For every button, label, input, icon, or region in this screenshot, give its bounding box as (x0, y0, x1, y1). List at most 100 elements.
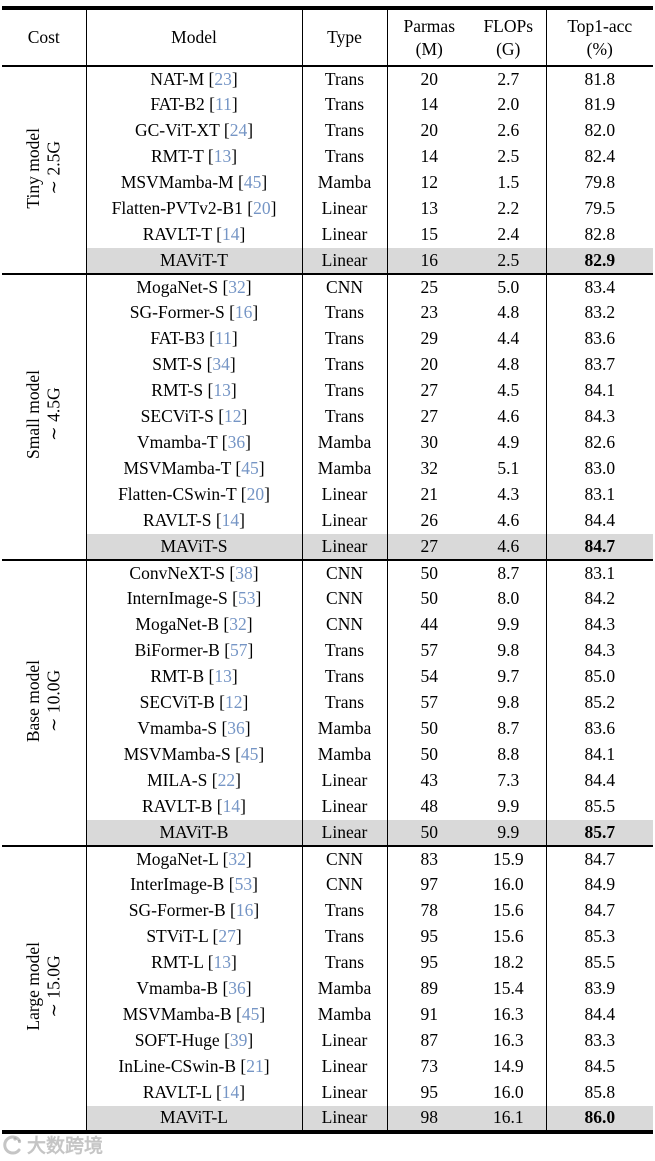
citation-link[interactable]: 11 (214, 94, 232, 115)
citation-link[interactable]: 32 (229, 614, 247, 635)
model-name: Flatten-PVTv2-B1 (111, 198, 243, 219)
params-cell: 95 (420, 952, 439, 973)
model-type-cell: Linear (302, 1028, 388, 1054)
table-row: RAVLT-T [14] Linear 15 2.4 82.8 (2, 222, 653, 248)
model-name: SOFT-Huge (134, 1030, 220, 1051)
top1-acc-cell: 83.1 (545, 482, 653, 508)
citation-link[interactable]: 38 (235, 562, 253, 583)
citation-link[interactable]: 20 (246, 484, 265, 505)
model-name-cell: InternImage-S [53] (86, 586, 303, 612)
model-type-cell: Trans (302, 378, 388, 404)
params-cell: 26 (420, 510, 439, 531)
params-cell: 91 (420, 1004, 439, 1025)
model-name-cell: MSVMamba-B [45] (86, 1002, 303, 1028)
model-name-cell: RAVLT-B [14] (86, 794, 303, 820)
citation-link[interactable]: 53 (234, 874, 253, 895)
table-row: MAViT-B Linear 50 9.9 85.7 (2, 820, 653, 846)
model-name-cell: MAViT-T (86, 248, 303, 274)
citation-link[interactable]: 45 (241, 458, 259, 479)
table-row: Tiny model ∼ 2.5G NAT-M [23] Trans 20 2.7 81.8 (2, 66, 653, 274)
citation-link[interactable]: 11 (214, 328, 232, 349)
model-name-cell: SECViT-B [12] (86, 690, 303, 716)
citation-link[interactable]: 22 (217, 770, 236, 791)
model-type-cell: CNN (302, 586, 388, 612)
citation-link[interactable]: 57 (230, 640, 248, 661)
cost-group-label-text: Large model ∼ 15.0G (23, 942, 64, 1031)
params-cell: 73 (420, 1056, 439, 1077)
citation-link[interactable]: 39 (229, 1030, 248, 1051)
params-cell: 29 (420, 328, 439, 349)
citation-link[interactable]: 32 (228, 848, 246, 869)
model-name-cell: Flatten-CSwin-T [20] (86, 482, 303, 508)
citation-link[interactable]: 13 (213, 380, 231, 401)
citation-link[interactable]: 45 (240, 744, 259, 765)
citation-link[interactable]: 12 (225, 692, 243, 713)
citation-link[interactable]: 12 (224, 406, 242, 427)
col-header-cost: Cost (2, 8, 87, 67)
flops-cell: 4.6 (497, 510, 520, 531)
model-name: MogaNet-L (136, 848, 219, 869)
model-name-cell: RMT-T [13] (86, 144, 303, 170)
citation-link[interactable]: 20 (253, 198, 271, 219)
model-name: Vmamba-T (137, 432, 218, 453)
flops-cell: 16.3 (492, 1030, 524, 1051)
citation-link[interactable]: 23 (214, 68, 232, 89)
model-name: RMT-B (150, 666, 205, 687)
top1-acc-cell: 85.8 (545, 1080, 653, 1106)
model-name: MAViT-B (159, 821, 229, 842)
table-row: Small model ∼ 4.5G MogaNet-S [32] CNN 25 5.0 8… (2, 273, 653, 560)
top1-acc-cell: 85.5 (545, 950, 653, 976)
model-type-cell: Trans (302, 638, 388, 664)
flops-cell: 5.0 (471, 273, 546, 300)
flops-cell: 5.1 (497, 458, 520, 479)
citation-link[interactable]: 36 (227, 432, 246, 453)
col-header-type: Type (302, 8, 388, 67)
top1-acc-cell: 81.9 (545, 92, 653, 118)
table-row: Flatten-PVTv2-B1 [20] Linear 13 2.2 79.5 (2, 196, 653, 222)
citation-link[interactable]: 32 (228, 276, 246, 297)
citation-link[interactable]: 53 (237, 588, 256, 609)
citation-link[interactable]: 34 (212, 354, 230, 375)
citation-link[interactable]: 14 (221, 510, 240, 531)
citation-link[interactable]: 13 (213, 952, 232, 973)
citation-link[interactable]: 45 (241, 1004, 260, 1025)
flops-cell: 2.4 (497, 224, 520, 245)
flops-cell: 1.5 (497, 172, 520, 193)
top1-acc-cell: 81.8 (545, 66, 653, 92)
cost-group-label: Small model ∼ 4.5G (2, 273, 87, 560)
citation-link[interactable]: 45 (243, 172, 262, 193)
citation-link[interactable]: 14 (222, 796, 241, 817)
params-cell: 13 (420, 198, 439, 219)
model-type-cell: Mamba (302, 716, 388, 742)
citation-link[interactable]: 14 (221, 224, 240, 245)
citation-link[interactable]: 27 (218, 926, 236, 947)
top1-acc-cell: 86.0 (545, 1106, 653, 1132)
model-name: SECViT-S (140, 406, 214, 427)
citation-link[interactable]: 36 (228, 978, 246, 999)
params-cell: 20 (420, 354, 439, 375)
table-row: Vmamba-B [36] Mamba 89 15.4 83.9 (2, 976, 653, 1002)
citation-link[interactable]: 13 (214, 666, 232, 687)
model-type-cell: Trans (302, 326, 388, 352)
table-row: MSVMamba-T [45] Mamba 32 5.1 83.0 (2, 456, 653, 482)
params-cell: 50 (420, 718, 439, 739)
citation-link[interactable]: 24 (229, 120, 248, 141)
model-name: MSVMamba-M (120, 172, 234, 193)
citation-link[interactable]: 14 (221, 1082, 240, 1103)
params-cell: 15 (420, 224, 439, 245)
citation-link[interactable]: 13 (213, 146, 232, 167)
citation-link[interactable]: 21 (246, 1056, 264, 1077)
top1-acc-cell: 83.6 (545, 326, 653, 352)
citation-link[interactable]: 16 (234, 302, 253, 323)
citation-link[interactable]: 16 (235, 900, 254, 921)
top1-acc-cell: 82.6 (545, 430, 653, 456)
model-name: MogaNet-S (136, 276, 219, 297)
flops-cell: 4.8 (497, 302, 520, 323)
cost-label-line1: Small model (23, 370, 44, 460)
top1-acc-cell: 79.5 (545, 196, 653, 222)
flops-cell: 4.6 (497, 406, 520, 427)
col-header-model: Model (86, 8, 303, 67)
table-row: SECViT-S [12] Trans 27 4.6 84.3 (2, 404, 653, 430)
citation-link[interactable]: 36 (227, 718, 245, 739)
model-name-cell: FAT-B3 [11] (86, 326, 303, 352)
